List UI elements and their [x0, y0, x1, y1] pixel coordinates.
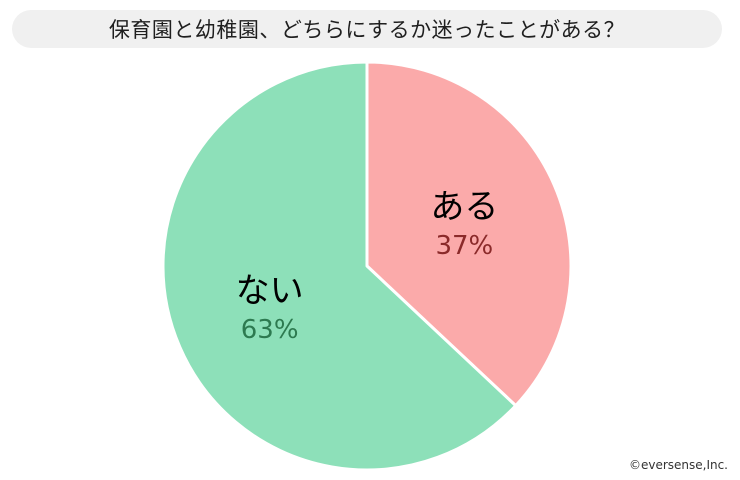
pie-slice-value-1: 63%: [241, 315, 299, 345]
copyright-credit: ©eversense,Inc.: [628, 458, 728, 472]
pie-slice-label-0: ある: [430, 187, 498, 227]
pie-slice-value-0: 37%: [435, 231, 493, 261]
chart-title-bar: 保育園と幼稚園、どちらにするか迷ったことがある？: [12, 10, 722, 48]
chart-title: 保育園と幼稚園、どちらにするか迷ったことがある？: [108, 18, 626, 42]
pie-slice-label-1: ない: [236, 271, 304, 311]
pie-slice-0: [365, 60, 573, 408]
pie-slice-1: [161, 60, 518, 472]
